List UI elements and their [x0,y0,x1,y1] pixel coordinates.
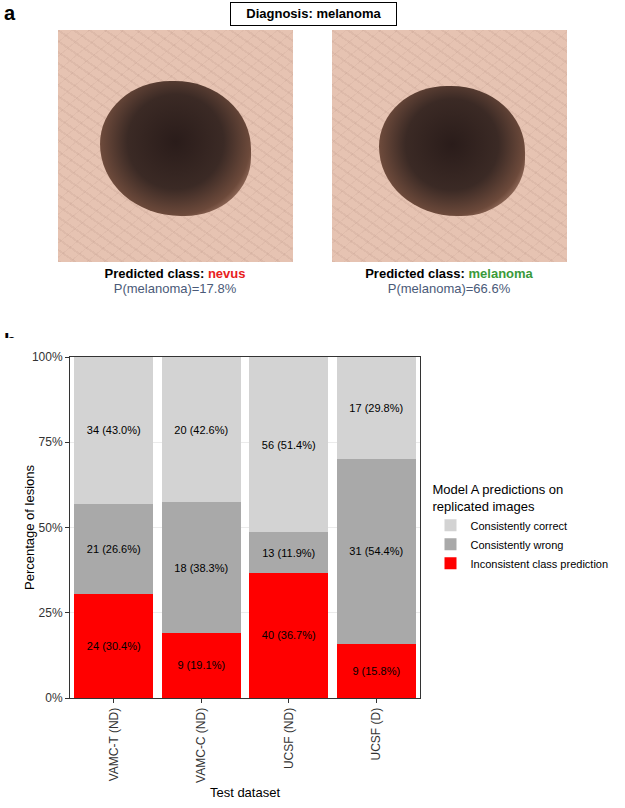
html-text:Predicted class: melanoma: Predicted class: melanoma [365,266,533,281]
svg-text:56 (51.4%): 56 (51.4%) [262,439,316,451]
svg-text:50%: 50% [39,521,63,535]
svg-text:40 (36.7%): 40 (36.7%) [262,629,316,641]
svg-text:17 (29.8%): 17 (29.8%) [349,402,403,414]
svg-text:21 (26.6%): 21 (26.6%) [87,543,141,555]
svg-text:9 (15.8%): 9 (15.8%) [352,665,400,677]
svg-text:Inconsistent class prediction: Inconsistent class prediction [471,558,609,570]
svg-text:Model A predictions onreplicat: Model A predictions onreplicated images [433,482,564,514]
html-text:b: b [4,330,17,352]
svg-text:Consistently wrong: Consistently wrong [471,539,564,551]
svg-text:75%: 75% [39,435,63,449]
svg-text:Percentage of lesions: Percentage of lesions [22,464,37,590]
svg-text:31 (54.4%): 31 (54.4%) [349,545,403,557]
html-text:a: a [4,2,16,24]
svg-text:18 (38.3%): 18 (38.3%) [174,562,228,574]
html-text:Diagnosis: melanoma: Diagnosis: melanoma [246,6,381,21]
svg-text:Test dataset: Test dataset [210,785,280,800]
svg-text:UCSF (ND): UCSF (ND) [282,708,296,769]
svg-text:20 (42.6%): 20 (42.6%) [174,424,228,436]
html-text:P(melanoma)=17.8%: P(melanoma)=17.8% [113,281,237,296]
html-text:P(melanoma)=66.6%: P(melanoma)=66.6% [387,281,511,296]
svg-text:Consistently correct: Consistently correct [471,520,568,532]
svg-text:UCSF (D): UCSF (D) [369,708,383,761]
svg-text:VAMC-C (ND): VAMC-C (ND) [194,708,208,783]
html-text:Predicted class: nevus: Predicted class: nevus [104,266,246,281]
svg-text:13 (11.9%): 13 (11.9%) [262,547,315,559]
svg-text:100%: 100% [32,350,63,364]
svg-text:VAMC-T (ND): VAMC-T (ND) [107,708,121,782]
svg-text:25%: 25% [39,606,63,620]
svg-text:34 (43.0%): 34 (43.0%) [87,424,141,436]
svg-text:24 (30.4%): 24 (30.4%) [87,640,141,652]
svg-text:9 (19.1%): 9 (19.1%) [177,659,225,671]
svg-text:0%: 0% [45,691,63,705]
